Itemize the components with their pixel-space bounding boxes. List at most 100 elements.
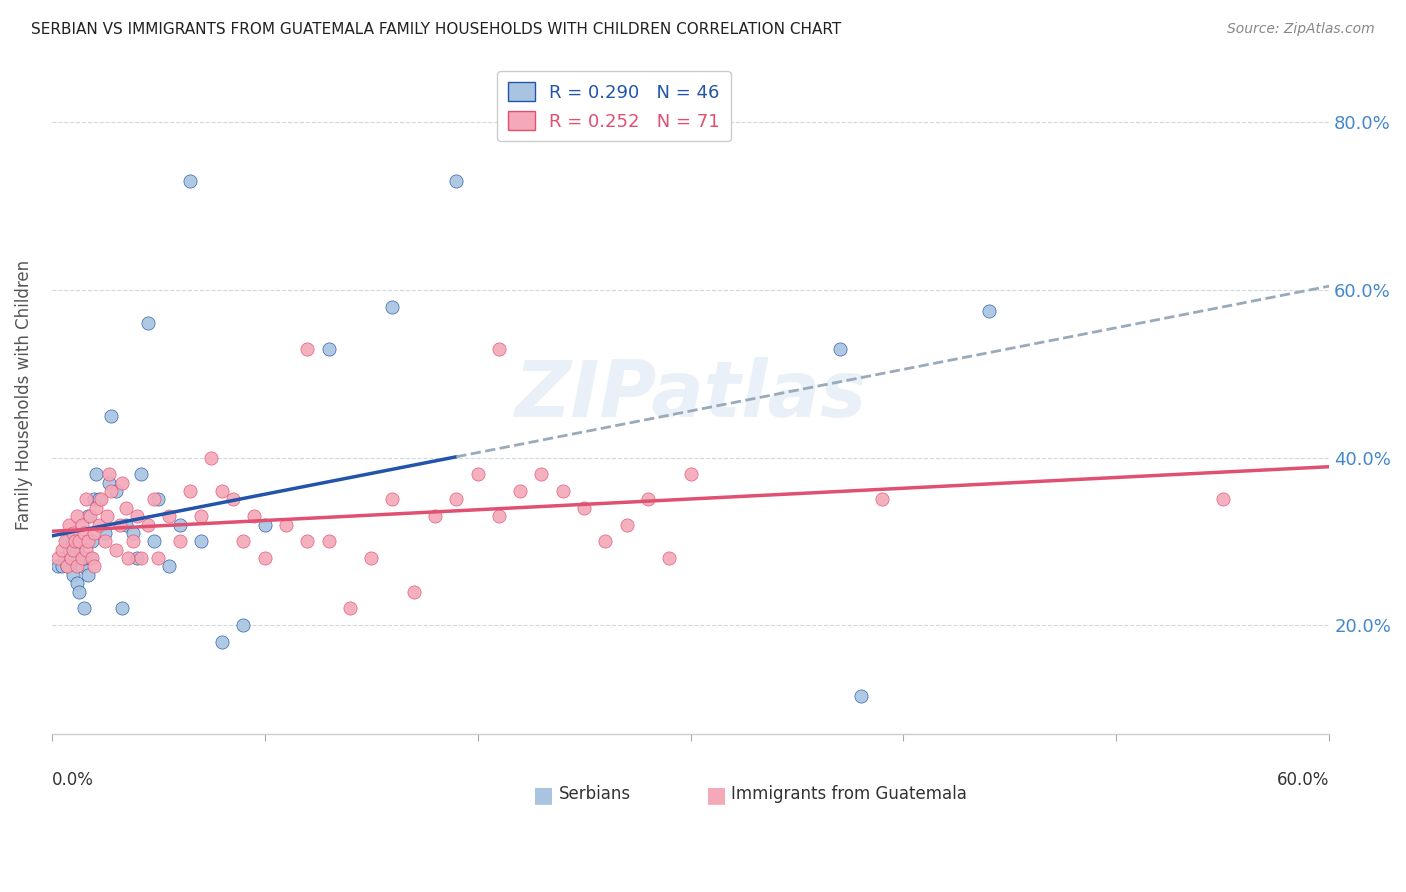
Point [53,534,76,549]
Point [66,509,89,524]
Text: Serbians: Serbians [560,785,631,803]
Point [63,534,86,549]
Text: SERBIAN VS IMMIGRANTS FROM GUATEMALA FAMILY HOUSEHOLDS WITH CHILDREN CORRELATION: SERBIAN VS IMMIGRANTS FROM GUATEMALA FAM… [31,22,841,37]
Point [83,492,105,507]
Point [83,559,105,574]
Point [51,559,73,574]
Point [77,567,100,582]
Point [82,551,104,566]
Point [190,534,212,549]
Point [100,409,122,423]
Point [318,342,340,356]
Point [1212,492,1234,507]
Point [253,551,276,566]
Point [94,525,117,540]
Point [51,542,73,557]
Point [222,492,245,507]
Text: ZIPatlas: ZIPatlas [515,357,866,433]
Point [82,534,104,549]
Point [104,542,127,557]
Point [115,500,138,515]
Point [148,492,170,507]
Point [108,517,131,532]
Point [211,635,233,649]
Point [77,509,100,524]
Point [62,534,84,549]
Point [73,601,96,615]
Point [339,601,361,615]
Point [637,492,659,507]
Point [73,525,96,540]
Point [79,509,101,524]
Point [75,492,97,507]
Point [129,551,152,566]
Point [274,517,297,532]
Point [142,534,165,549]
Text: 0.0%: 0.0% [52,772,94,789]
Point [402,584,425,599]
Point [121,525,143,540]
Point [297,342,319,356]
Point [86,467,108,482]
Point [70,559,93,574]
Point [70,517,93,532]
Point [59,551,82,566]
Point [75,542,97,557]
Point [129,467,152,482]
Point [148,551,170,566]
Point [58,542,80,557]
Point [79,551,101,566]
Point [96,509,118,524]
Point [70,551,93,566]
Point [381,300,404,314]
Point [658,551,681,566]
Point [200,450,222,465]
Point [595,534,617,549]
Point [55,559,77,574]
Point [66,542,89,557]
Point [90,492,112,507]
Point [616,517,638,532]
Legend: R = 0.290   N = 46, R = 0.252   N = 71: R = 0.290 N = 46, R = 0.252 N = 71 [496,71,731,142]
Point [530,467,553,482]
Point [136,517,159,532]
Point [111,601,134,615]
Text: ■: ■ [533,785,554,805]
Point [62,567,84,582]
Point [142,492,165,507]
Point [870,492,893,507]
Point [55,534,77,549]
Point [94,534,117,549]
Point [67,534,90,549]
Point [53,551,76,566]
Point [253,517,276,532]
Point [157,509,180,524]
Point [63,551,86,566]
Point [828,342,851,356]
Point [98,467,121,482]
Point [87,492,110,507]
Point [169,517,191,532]
Point [849,690,872,704]
Point [125,509,148,524]
Point [179,483,201,498]
Point [67,534,90,549]
Point [73,551,96,566]
Point [77,534,100,549]
Point [46,551,69,566]
Point [446,492,468,507]
Point [87,517,110,532]
Point [115,517,138,532]
Point [488,342,510,356]
Point [423,509,446,524]
Point [67,584,90,599]
Point [62,542,84,557]
Point [83,525,105,540]
Point [679,467,702,482]
Point [100,483,122,498]
Point [179,174,201,188]
Point [318,534,340,549]
Point [55,559,77,574]
Point [190,509,212,524]
Point [977,303,1000,318]
